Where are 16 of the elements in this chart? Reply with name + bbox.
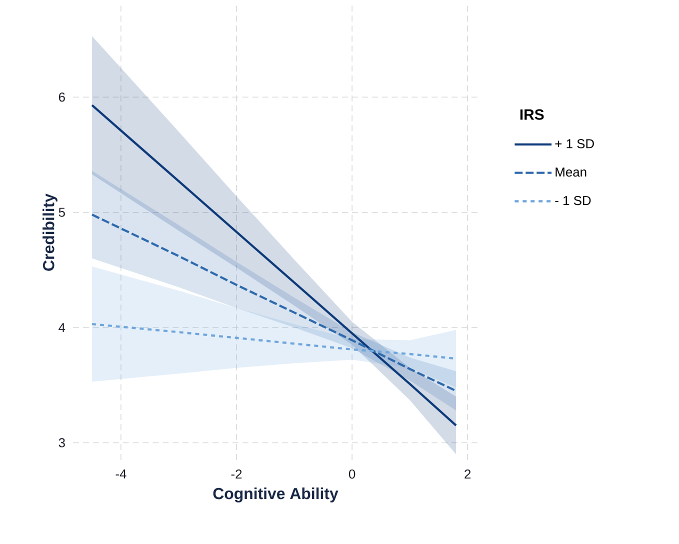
x-tick-label: -2	[231, 469, 242, 479]
y-tick-label: 3	[58, 438, 65, 448]
line-series	[90, 214, 458, 392]
legend-title: IRS	[520, 109, 544, 120]
x-axis-title: Cognitive Ability	[213, 488, 338, 502]
y-axis-title: Credibility	[42, 194, 58, 271]
y-tick-label: 6	[58, 92, 65, 102]
y-tick-label: 5	[58, 208, 65, 217]
line-series	[90, 104, 458, 427]
legend-label: - 1 SD	[555, 196, 591, 206]
y-tick-label: 4	[58, 323, 66, 332]
x-tick-label: -4	[116, 470, 126, 478]
legend-label: + 1 SD	[555, 139, 594, 148]
x-tick-label: 2	[464, 469, 471, 479]
legend-label: Mean	[556, 168, 586, 177]
x-tick-label: 0	[348, 469, 356, 479]
